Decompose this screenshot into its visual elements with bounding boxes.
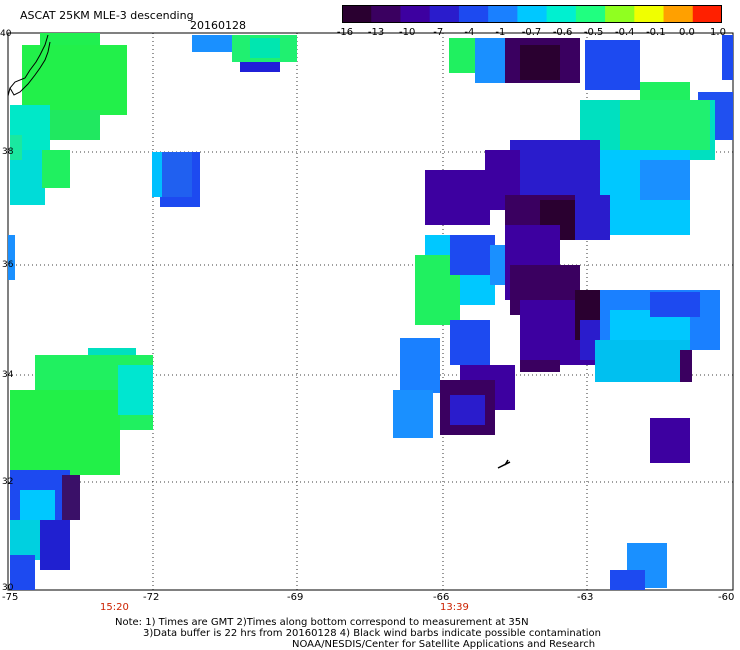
lon-label-69: -69: [287, 592, 304, 603]
colorbar-swatch: [458, 5, 489, 23]
colorbar-tick-label: 1.0: [710, 27, 726, 38]
colorbar-swatch: [663, 5, 694, 23]
colorbar-tick-label: -1: [495, 27, 506, 38]
colorbar-tick-label: 0.0: [678, 27, 695, 38]
colorbar-swatch: [634, 5, 665, 23]
colorbar: [342, 5, 722, 23]
colorbar-swatch: [575, 5, 606, 23]
colorbar-tick-label: -0.5: [583, 27, 604, 38]
graticule: [8, 33, 733, 590]
wind-barb-icon: [497, 459, 511, 469]
lon-label-60: -60: [718, 592, 735, 603]
swath-west-south: [10, 348, 153, 590]
colorbar-swatch: [488, 5, 518, 23]
colorbar-swatch: [546, 5, 577, 23]
lon-label-72: -72: [143, 592, 160, 603]
pass-time-west: 15:20: [100, 602, 129, 613]
colorbar-swatch: [400, 5, 431, 23]
note-line-3: NOAA/NESDIS/Center for Satellite Applica…: [292, 639, 596, 650]
colorbar-tick-label: -13: [367, 27, 385, 38]
colorbar-tick-label: -7: [433, 27, 444, 38]
swath-east-south: [393, 320, 690, 590]
colorbar-swatch: [371, 5, 401, 23]
product-date: 20160128: [190, 19, 246, 32]
plot-frame: [7, 32, 734, 591]
lat-label-40: 40: [0, 29, 12, 39]
coastline: [7, 34, 51, 97]
swath-east-north: [449, 35, 733, 140]
lat-label-32: 32: [2, 477, 14, 487]
lat-label-36: 36: [2, 260, 14, 270]
colorbar-tick-label: -4: [464, 27, 475, 38]
colorbar-swatch: [692, 5, 722, 23]
colorbar-tick-label: -10: [398, 27, 416, 38]
swath-east-central: [415, 100, 720, 382]
colorbar-tick-label: -0.7: [521, 27, 542, 38]
product-title: ASCAT 25KM MLE-3 descending: [20, 9, 194, 22]
swath-top-mid: [192, 35, 297, 72]
colorbar-swatch: [517, 5, 548, 23]
colorbar-tick-label: -0.4: [614, 27, 635, 38]
note-line-2: 3)Data buffer is 22 hrs from 20160128 4)…: [143, 628, 601, 639]
lon-label-66: -66: [433, 592, 450, 603]
colorbar-tick-label: -16: [336, 27, 354, 38]
swath-small-west: [152, 152, 200, 207]
colorbar-swatch: [342, 5, 372, 23]
colorbar-swatch: [605, 5, 635, 23]
lat-label-30: 30: [2, 583, 14, 593]
colorbar-tick-label: -0.1: [646, 27, 666, 38]
swath-west-north: [8, 33, 127, 280]
lat-label-34: 34: [2, 370, 14, 380]
lon-label-75: -75: [2, 592, 19, 603]
pass-time-east: 13:39: [440, 602, 469, 613]
lat-label-38: 38: [2, 147, 14, 157]
lon-label-63: -63: [577, 592, 594, 603]
colorbar-tick-label: -0.6: [552, 27, 573, 38]
colorbar-swatch: [429, 5, 460, 23]
note-line-1: Note: 1) Times are GMT 2)Times along bot…: [115, 617, 529, 628]
